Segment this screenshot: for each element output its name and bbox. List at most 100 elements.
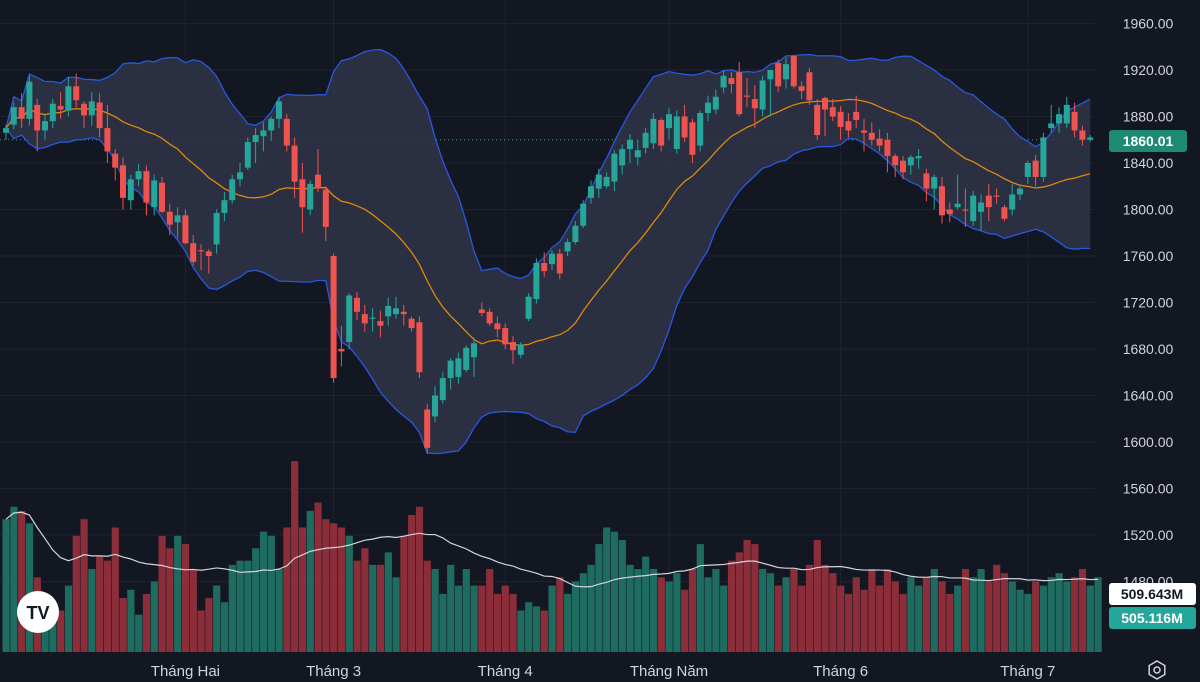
volume-bar <box>891 581 899 652</box>
volume-bar <box>899 593 907 652</box>
candle-body <box>424 409 431 448</box>
volume-bar <box>1039 585 1048 652</box>
candle <box>861 118 867 152</box>
candle <box>322 186 329 241</box>
gear-icon[interactable] <box>1148 660 1166 680</box>
time-axis[interactable]: Tháng Hai Tháng 3 Tháng 4 Tháng Năm Tháng 6 T… <box>151 663 1056 680</box>
volume-bar <box>751 544 759 652</box>
volume-bar <box>25 523 34 652</box>
last-price-tag: 1860.01 <box>1109 130 1187 152</box>
candle <box>517 342 524 359</box>
candle <box>408 316 415 332</box>
volume-bar <box>517 610 525 652</box>
candle-body <box>939 186 945 216</box>
volume-bar <box>548 585 556 652</box>
volume-bar <box>298 527 307 652</box>
volume-tag: 505.116M <box>1109 607 1196 629</box>
candle-body <box>104 128 111 152</box>
volume-bar <box>946 593 954 652</box>
volume-bar <box>478 585 486 652</box>
candle-body <box>174 215 181 223</box>
y-tick-label: 1840.00 <box>1123 155 1174 171</box>
candle-body <box>767 70 774 80</box>
candle-body <box>18 107 25 119</box>
volume-bar <box>883 569 892 652</box>
volume-bar <box>938 581 946 652</box>
volume-bar <box>798 585 806 652</box>
volume-bar <box>993 564 1001 652</box>
volume-bar <box>181 544 190 652</box>
volume-bar <box>977 569 985 652</box>
candle-body <box>3 128 9 133</box>
volume-bar <box>961 569 970 652</box>
volume-bar <box>540 610 548 652</box>
candle <box>962 188 969 227</box>
candle <box>104 104 111 163</box>
candle <box>868 122 875 146</box>
candle-body <box>533 262 540 300</box>
candle <box>907 154 914 175</box>
candle-body <box>650 118 657 144</box>
volume-bar <box>49 618 57 652</box>
volume-bar <box>197 610 205 652</box>
candle-body <box>237 172 243 180</box>
volume-bar <box>1024 593 1032 652</box>
candle <box>759 75 766 117</box>
volume-bar <box>837 585 845 652</box>
volume-bar <box>852 577 860 652</box>
candle <box>572 221 579 245</box>
volume-bar <box>361 548 369 652</box>
candle <box>978 194 984 231</box>
candle-body <box>315 174 321 189</box>
candle <box>775 59 782 93</box>
volume-bar <box>626 564 634 652</box>
volume-bar <box>649 569 658 652</box>
candle-body <box>455 358 462 377</box>
candle-body <box>728 78 735 84</box>
candle <box>385 297 392 326</box>
candle <box>1040 132 1047 182</box>
candle <box>580 200 587 229</box>
volume-bar <box>64 585 73 652</box>
price-axis[interactable]: 1960.00 1920.00 1880.00 1840.00 1800.00 1760.… <box>1123 16 1174 590</box>
volume-bar <box>1063 581 1071 652</box>
volume-bar <box>283 527 291 652</box>
volume-bar <box>142 593 151 652</box>
candle <box>65 76 72 117</box>
candle <box>478 302 485 317</box>
volume-bar <box>275 569 283 652</box>
candle <box>120 157 126 210</box>
candle-body <box>978 202 984 212</box>
volume-ma-tag: 509.643M <box>1109 583 1196 605</box>
candle <box>744 78 750 108</box>
candle <box>416 316 423 379</box>
volume-bar <box>525 602 533 652</box>
volume-bar <box>447 564 455 652</box>
candle <box>299 163 306 233</box>
candle-body <box>580 203 587 226</box>
candle-body <box>416 322 423 373</box>
candle-body <box>307 183 314 210</box>
candle-body <box>34 104 41 131</box>
candle-body <box>49 103 56 122</box>
candle-body <box>182 215 189 244</box>
candle-body <box>822 97 828 110</box>
candle <box>510 336 516 365</box>
candle <box>18 93 25 129</box>
y-tick-label: 1560.00 <box>1123 481 1174 497</box>
candle <box>151 174 158 216</box>
volume-bar <box>415 506 424 652</box>
candle <box>923 168 930 202</box>
tradingview-logo-icon[interactable]: TV <box>17 591 59 633</box>
candle <box>720 70 727 94</box>
candle-body <box>88 101 95 116</box>
candle <box>143 165 150 216</box>
candle <box>237 163 243 187</box>
volume-bar <box>766 573 775 652</box>
candle <box>1087 135 1094 143</box>
volume-bar <box>712 569 720 652</box>
candle-body <box>42 121 48 131</box>
volume-bar <box>470 585 478 652</box>
candle <box>205 249 212 274</box>
